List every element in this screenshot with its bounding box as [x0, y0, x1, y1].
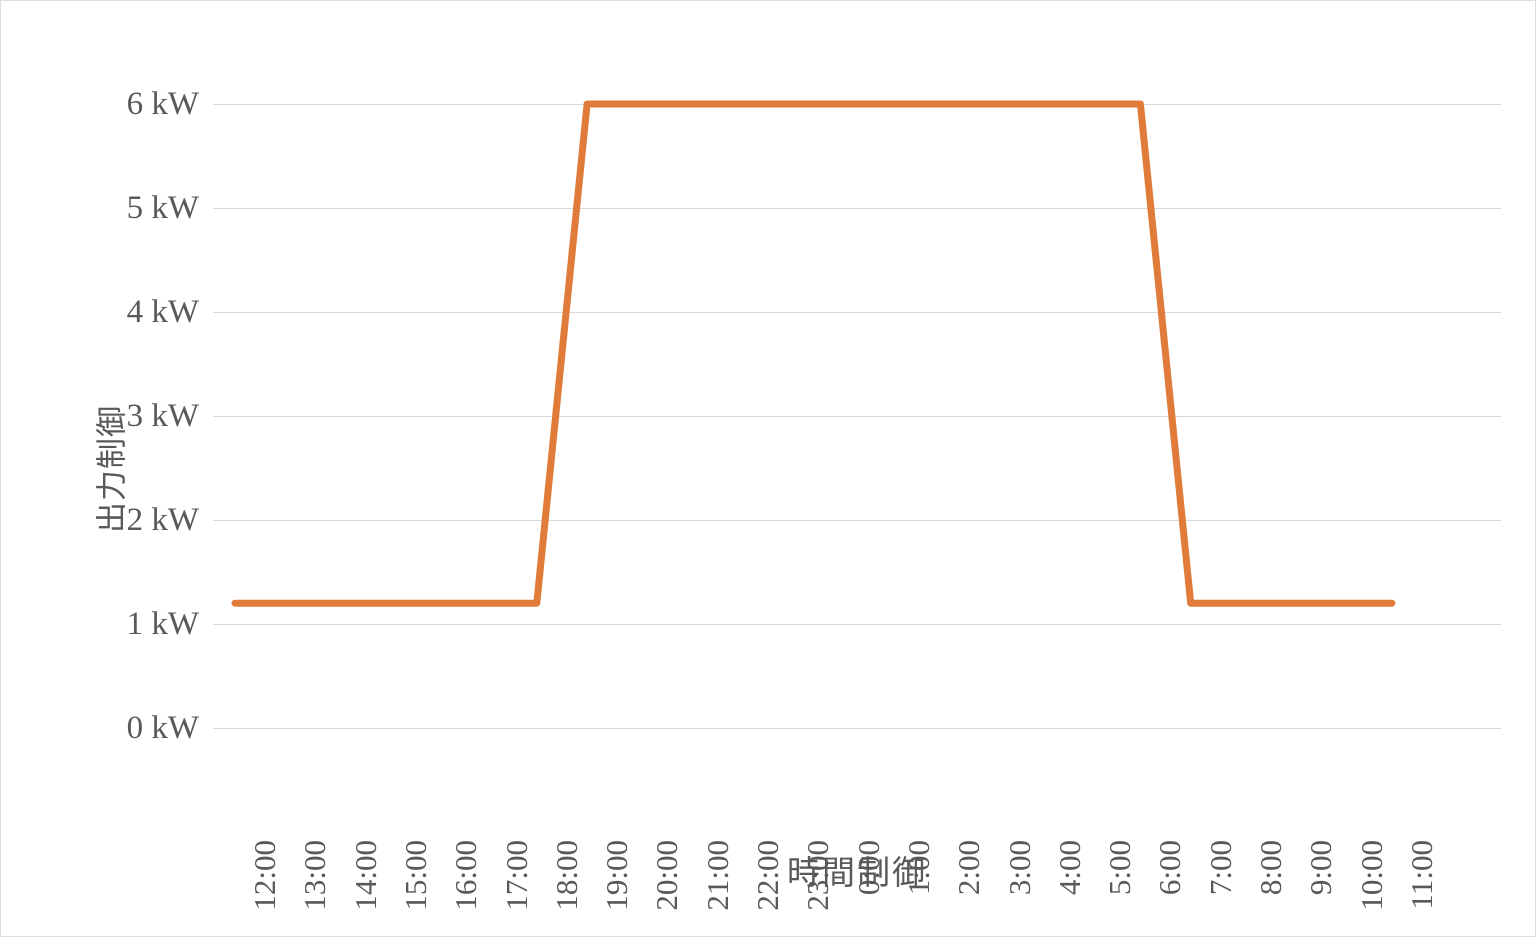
y-axis-tick-label: 3 kW: [126, 398, 199, 434]
plot-area: [213, 104, 1501, 729]
gridline: [213, 312, 1501, 313]
gridline: [213, 416, 1501, 417]
y-axis-tick-label: 1 kW: [126, 606, 199, 642]
gridline: [213, 728, 1501, 729]
y-axis-tick-label: 4 kW: [126, 294, 199, 330]
x-axis-tick-labels: 12:00 13:00 14:00 15:00 16:00 17:00 18:00 19:00…: [213, 736, 1501, 911]
y-axis-tick-label: 2 kW: [126, 502, 199, 538]
series-polyline-output-control: [235, 104, 1392, 603]
y-axis-tick-label: 6 kW: [126, 86, 199, 122]
gridline: [213, 208, 1501, 209]
series-line-chart: [213, 104, 1501, 728]
gridline: [213, 520, 1501, 521]
gridline: [213, 624, 1501, 625]
y-axis-tick-label: 5 kW: [126, 190, 199, 226]
y-axis-tick-label: 0 kW: [126, 710, 199, 746]
x-axis-title: 時間制御: [787, 856, 927, 892]
